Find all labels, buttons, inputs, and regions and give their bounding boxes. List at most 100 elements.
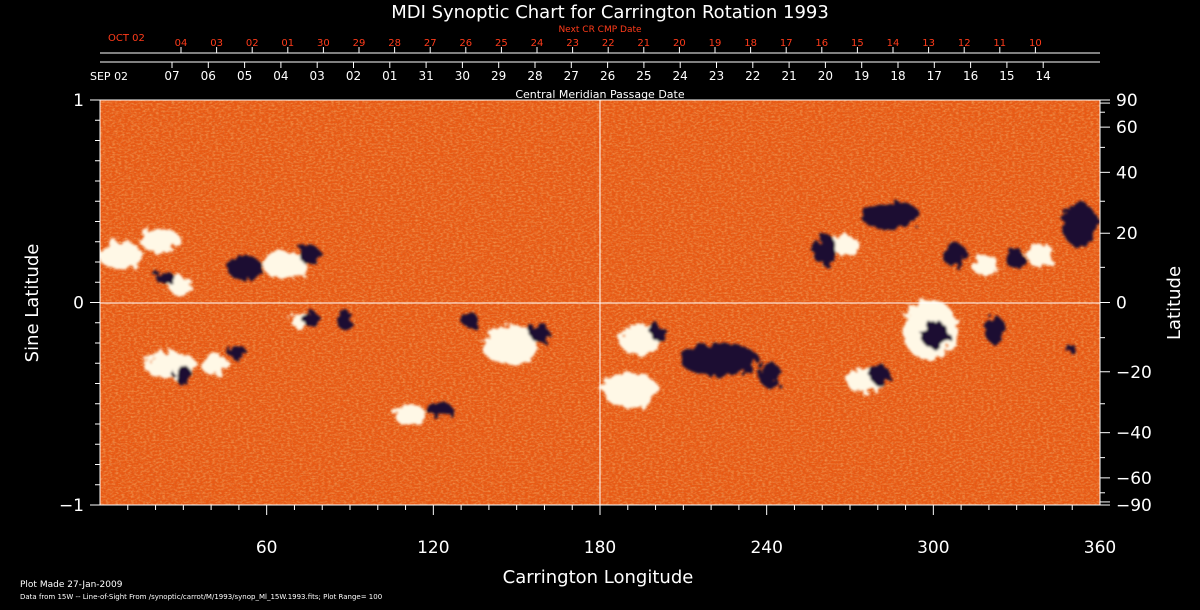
flux-patch: [304, 312, 320, 328]
cmp-date-label: 20: [818, 69, 833, 83]
x-tick-label: 300: [917, 538, 949, 558]
data-source-note: Data from 15W -- Line-of-Sight From /syn…: [20, 593, 382, 601]
flux-patch: [482, 325, 538, 365]
next-date-label: 04: [175, 38, 188, 49]
y-right-tick-label: 90: [1116, 91, 1138, 111]
flux-patch: [290, 312, 310, 328]
x-axis-label: Carrington Longitude: [503, 567, 694, 588]
flux-patch: [758, 363, 782, 387]
flux-patch: [831, 235, 859, 255]
x-tick-label: 180: [584, 538, 616, 558]
cmp-axis-ticks: 07 06 05 04 03 02 01 31 30 29 28 27 26 25 24 23 22 21 20 19…: [164, 62, 1051, 83]
flux-patch: [530, 323, 550, 343]
cmp-date-label: 17: [927, 69, 942, 83]
cmp-date-label: 18: [890, 69, 905, 83]
cmp-date-label: 14: [1036, 69, 1051, 83]
flux-patch: [394, 405, 426, 425]
next-date-label: 22: [602, 38, 615, 49]
flux-patch: [426, 404, 454, 416]
next-date-label: 23: [566, 38, 579, 49]
y-right-tick-label: −40: [1116, 424, 1152, 444]
y-left-axis-label: Sine Latitude: [22, 244, 43, 363]
x-tick-label: 120: [417, 538, 449, 558]
cmp-date-label: 23: [709, 69, 724, 83]
cmp-date-label: 26: [600, 69, 615, 83]
next-date-label: 17: [780, 38, 793, 49]
next-axis-ticks: 04 03 02 01 30 29 28 27 26 25 24 23 22 21 20 19 18 17 16 15…: [175, 38, 1042, 53]
next-date-label: 28: [388, 38, 401, 49]
x-tick-label: 240: [750, 538, 782, 558]
next-date-label: 03: [210, 38, 223, 49]
flux-patch: [680, 344, 760, 376]
flux-patch: [971, 255, 999, 275]
y-right-tick-label: −90: [1116, 496, 1152, 516]
next-date-label: 13: [922, 38, 935, 49]
next-date-label: 12: [958, 38, 971, 49]
cmp-date-label: 28: [527, 69, 542, 83]
y-left-axis: 1 0 −1: [59, 91, 100, 516]
y-right-tick-label: 60: [1116, 118, 1138, 138]
y-right-tick-label: 0: [1116, 294, 1127, 314]
cmp-date-label: 07: [164, 69, 179, 83]
cmp-date-label: 27: [564, 69, 579, 83]
cmp-date-label: 30: [455, 69, 470, 83]
flux-patch: [870, 365, 890, 385]
cmp-date-label: 19: [854, 69, 869, 83]
y-left-tick-label: −1: [59, 496, 84, 516]
next-date-label: 18: [744, 38, 757, 49]
y-right-tick-label: −20: [1116, 363, 1152, 383]
cmp-axis-start-label: SEP 02: [90, 70, 128, 83]
cmp-date-label: 24: [673, 69, 688, 83]
next-axis-label: Next CR CMP Date: [558, 25, 642, 35]
cmp-date-label: 05: [237, 69, 252, 83]
y-left-tick-label: 0: [73, 294, 84, 314]
flux-patch: [140, 228, 180, 252]
flux-patch: [227, 256, 263, 280]
flux-patch: [602, 372, 658, 408]
next-date-label: 19: [709, 38, 722, 49]
cmp-axis-label: Central Meridian Passage Date: [515, 88, 684, 101]
cmp-date-label: 16: [963, 69, 978, 83]
next-date-label: 27: [424, 38, 437, 49]
next-date-label: 15: [851, 38, 864, 49]
flux-patch: [300, 245, 320, 265]
y-right-axis-label: Latitude: [1164, 266, 1185, 340]
cmp-date-label: 25: [636, 69, 651, 83]
cmp-date-label: 15: [999, 69, 1014, 83]
flux-patch: [174, 366, 192, 384]
flux-patch: [227, 346, 247, 358]
flux-patch: [921, 321, 949, 349]
magnetogram-field: [100, 100, 1100, 505]
flux-patch: [263, 251, 307, 279]
flux-patch: [201, 355, 229, 375]
next-date-label: 16: [815, 38, 828, 49]
flux-patch: [1005, 248, 1025, 268]
flux-patch: [100, 241, 142, 269]
flux-patch: [860, 201, 920, 229]
flux-patch: [462, 312, 478, 328]
flux-patch: [620, 324, 660, 356]
cmp-date-label: 03: [310, 69, 325, 83]
flux-patch: [985, 316, 1005, 344]
x-tick-label: 60: [256, 538, 278, 558]
flux-patch: [337, 310, 353, 330]
y-left-tick-label: 1: [73, 91, 84, 111]
cmp-date-label: 01: [382, 69, 397, 83]
next-date-label: 02: [246, 38, 259, 49]
cmp-date-label: 02: [346, 69, 361, 83]
flux-patch: [1064, 344, 1076, 352]
next-date-label: 20: [673, 38, 686, 49]
next-date-label: 24: [531, 38, 544, 49]
y-right-tick-label: −60: [1116, 469, 1152, 489]
flux-regions: [100, 201, 1098, 425]
x-axis: 60 120 180 240 300 360: [127, 505, 1116, 558]
next-date-label: 25: [495, 38, 508, 49]
next-date-label: 14: [887, 38, 900, 49]
cmp-date-label: 21: [781, 69, 796, 83]
cmp-date-label: 04: [273, 69, 288, 83]
next-date-label: 01: [281, 38, 294, 49]
cmp-date-label: 22: [745, 69, 760, 83]
flux-patch: [1062, 203, 1098, 247]
x-tick-label: 360: [1084, 538, 1116, 558]
